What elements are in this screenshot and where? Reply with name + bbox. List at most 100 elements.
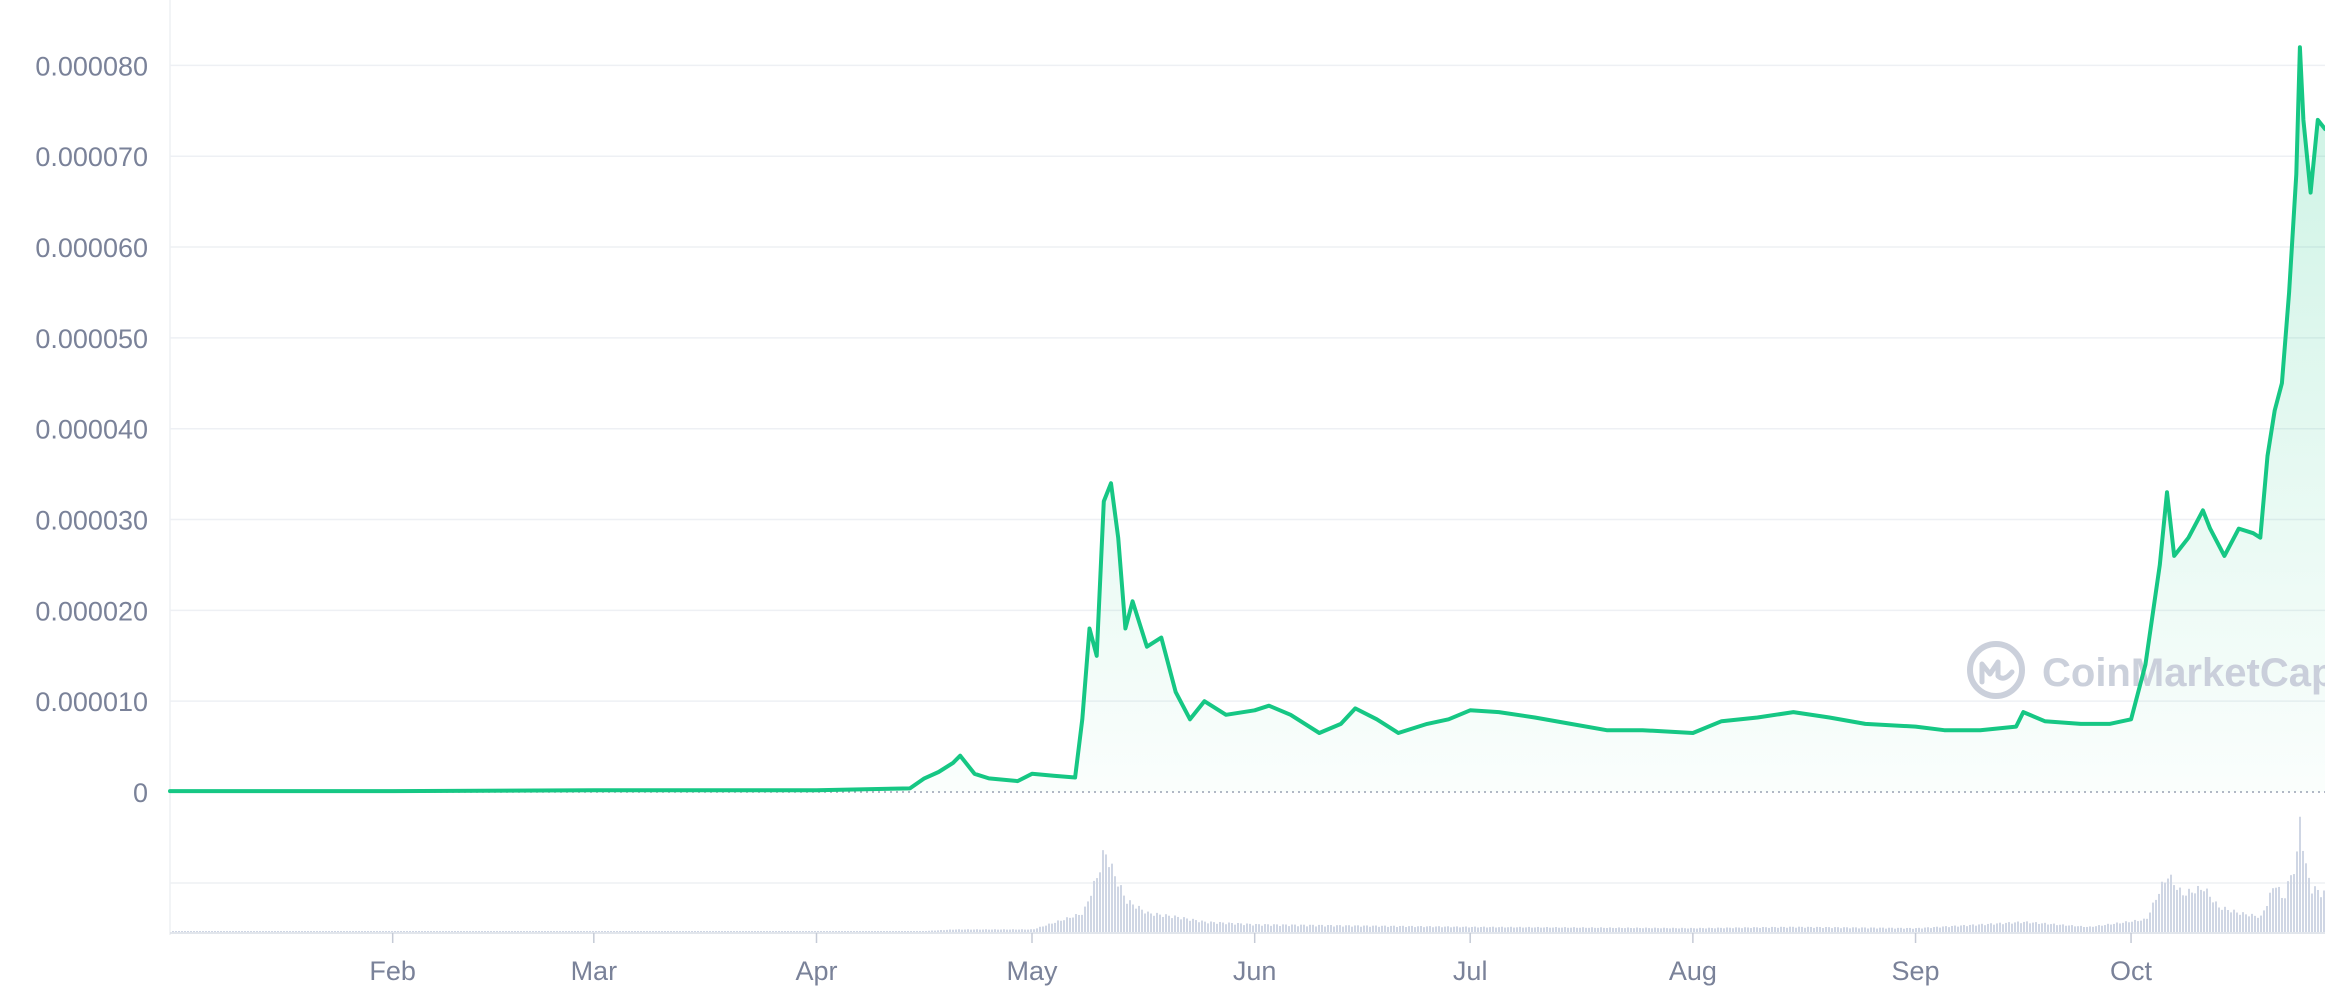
volume-bar bbox=[439, 931, 441, 932]
volume-bar bbox=[340, 931, 342, 932]
volume-bar bbox=[1507, 927, 1509, 932]
volume-bar bbox=[2236, 912, 2238, 932]
volume-bar bbox=[1810, 926, 1812, 932]
volume-bar bbox=[514, 931, 516, 932]
volume-bar bbox=[1621, 927, 1623, 932]
volume-bar bbox=[1744, 927, 1746, 932]
volume-bar bbox=[283, 931, 285, 932]
volume-bar bbox=[1561, 927, 1563, 932]
volume-bar bbox=[1819, 927, 1821, 932]
volume-bar bbox=[880, 931, 882, 932]
volume-bar bbox=[1606, 927, 1608, 932]
volume-bar bbox=[1501, 926, 1503, 932]
volume-bar bbox=[1327, 925, 1329, 932]
volume-bar bbox=[433, 931, 435, 932]
volume-bar bbox=[2095, 926, 2097, 932]
volume-bar bbox=[1135, 908, 1137, 932]
volume-bar bbox=[2221, 909, 2223, 932]
volume-bar bbox=[1342, 926, 1344, 932]
volume-bar bbox=[1867, 928, 1869, 932]
volume-bar bbox=[232, 931, 234, 932]
volume-bar bbox=[202, 931, 204, 932]
volume-bar bbox=[997, 929, 999, 932]
volume-bar bbox=[1144, 913, 1146, 932]
volume-bar bbox=[2155, 899, 2157, 932]
volume-bar bbox=[1237, 922, 1239, 932]
volume-bar bbox=[919, 931, 921, 932]
volume-bar bbox=[691, 931, 693, 932]
volume-bar bbox=[1873, 927, 1875, 932]
volume-bar bbox=[541, 931, 543, 932]
volume-bar bbox=[1288, 926, 1290, 932]
volume-bar bbox=[505, 931, 507, 932]
volume-bar bbox=[775, 931, 777, 932]
volume-bar bbox=[1330, 925, 1332, 932]
volume-bar bbox=[2239, 914, 2241, 932]
volume-bar bbox=[1309, 924, 1311, 932]
volume-bar bbox=[607, 931, 609, 932]
volume-bar bbox=[712, 931, 714, 932]
volume-bar bbox=[250, 931, 252, 932]
volume-bar bbox=[2197, 885, 2199, 932]
volume-bar bbox=[403, 931, 405, 932]
volume-bar bbox=[1387, 926, 1389, 932]
volume-bar bbox=[244, 931, 246, 932]
volume-bar bbox=[1396, 926, 1398, 932]
volume-bar bbox=[952, 929, 954, 932]
volume-bar bbox=[1408, 926, 1410, 932]
volume-bar bbox=[916, 931, 918, 932]
volume-bar bbox=[655, 931, 657, 932]
volume-bar bbox=[667, 931, 669, 932]
volume-bar bbox=[298, 931, 300, 932]
volume-bar bbox=[1300, 924, 1302, 932]
volume-bar bbox=[844, 931, 846, 932]
volume-bar bbox=[1669, 928, 1671, 932]
volume-bar bbox=[1768, 927, 1770, 932]
volume-bar bbox=[928, 930, 930, 932]
volume-bar bbox=[1153, 915, 1155, 932]
volume-bar bbox=[1765, 927, 1767, 932]
volume-bar bbox=[604, 931, 606, 932]
volume-bar bbox=[511, 931, 513, 932]
volume-bar bbox=[499, 931, 501, 932]
volume-bar bbox=[1282, 924, 1284, 932]
volume-bar bbox=[2074, 926, 2076, 932]
volume-bar bbox=[778, 931, 780, 932]
volume-bar bbox=[772, 931, 774, 932]
volume-bar bbox=[886, 931, 888, 932]
volume-bar bbox=[238, 931, 240, 932]
volume-bar bbox=[1942, 926, 1944, 932]
volume-bar bbox=[1702, 928, 1704, 932]
volume-bar bbox=[1483, 926, 1485, 932]
volume-bar bbox=[1837, 927, 1839, 932]
volume-bar bbox=[211, 931, 213, 932]
volume-bar bbox=[379, 931, 381, 932]
volume-bar bbox=[1843, 927, 1845, 932]
volume-bar bbox=[2002, 924, 2004, 932]
volume-bar bbox=[841, 931, 843, 932]
volume-bar bbox=[496, 931, 498, 932]
volume-bar bbox=[871, 931, 873, 932]
volume-bar bbox=[2014, 922, 2016, 932]
volume-bar bbox=[1936, 926, 1938, 932]
volume-bar bbox=[895, 931, 897, 932]
volume-bar bbox=[424, 931, 426, 932]
volume-bar bbox=[2299, 816, 2301, 932]
volume-bar bbox=[727, 931, 729, 932]
volume-bar bbox=[1465, 926, 1467, 932]
volume-bar bbox=[2131, 921, 2133, 932]
volume-bar bbox=[1627, 927, 1629, 932]
x-tick-label: Jun bbox=[1233, 956, 1277, 986]
volume-bar bbox=[1798, 926, 1800, 932]
volume-bar bbox=[1006, 929, 1008, 932]
volume-bar bbox=[1486, 927, 1488, 932]
volume-bar bbox=[1117, 886, 1119, 932]
y-tick-label: 0.000040 bbox=[35, 415, 148, 445]
volume-bar bbox=[1126, 903, 1128, 932]
volume-bar bbox=[1993, 924, 1995, 932]
volume-bar bbox=[1564, 927, 1566, 932]
volume-bar bbox=[1915, 928, 1917, 932]
volume-bar bbox=[1132, 904, 1134, 932]
volume-bar bbox=[883, 931, 885, 932]
